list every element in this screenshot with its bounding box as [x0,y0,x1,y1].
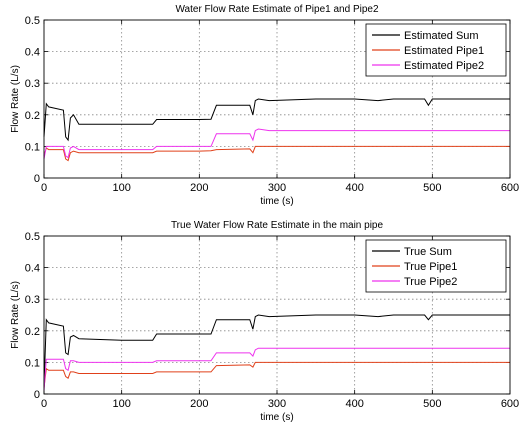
legend-label: True Sum [404,246,452,258]
series-line-3 [43,128,510,160]
legend-label: Estimated Sum [404,30,479,42]
axes-frame [43,235,511,395]
x-tick-label: 0 [41,182,47,194]
y-tick-label: 0.2 [25,110,40,122]
x-tick-label: 100 [112,182,130,194]
y-tick-label: 0.5 [25,231,40,243]
legend-label: Estimated Pipe1 [404,45,484,57]
y-tick-label: 0.1 [25,357,40,369]
x-tick-label: 500 [423,398,441,410]
x-axis-label: time (s) [260,196,293,207]
legend-label: True Pipe2 [404,276,457,288]
y-tick-label: 0.2 [25,326,40,338]
legend: Estimated Sum Estimated Pipe1 Estimated Pi… [365,23,507,77]
y-tick-label: 0 [34,173,40,185]
x-tick-label: 400 [345,182,363,194]
x-tick-label: 300 [268,398,286,410]
chart-title: True Water Flow Rate Estimate in the mai… [171,220,384,231]
x-axis-label: time (s) [260,412,293,423]
legend: True Sum True Pipe1 True Pipe2 [365,239,507,293]
y-tick-label: 0.1 [25,141,40,153]
series-line-2 [43,145,510,162]
x-tick-label: 100 [112,398,130,410]
legend-label: True Pipe1 [404,261,457,273]
y-tick-label: 0.3 [25,294,40,306]
series-line-1 [43,314,510,388]
y-tick-label: 0.4 [25,47,40,59]
x-tick-label: 600 [501,182,519,194]
x-tick-label: 500 [423,182,441,194]
chart-1: 0 100 200 300 400 500 600 0 0.1 0.2 0.3 0.4 0.5 Water… [10,4,519,207]
x-tick-label: 200 [190,182,208,194]
chart-2: 0 100 200 300 400 500 600 0 0.1 0.2 0.3 0.4 0.5 True … [10,220,519,423]
x-tick-label: 0 [41,398,47,410]
series-line-1 [43,98,510,142]
y-axis-label: Flow Rate (L/s) [10,281,21,349]
series-line-2 [43,361,510,388]
y-tick-label: 0.3 [25,78,40,90]
x-tick-label: 300 [268,182,286,194]
legend-label: Estimated Pipe2 [404,60,484,72]
series-line-3 [43,347,510,391]
axes-frame [43,19,511,179]
chart-title: Water Flow Rate Estimate of Pipe1 and Pi… [175,4,379,15]
x-tick-label: 600 [501,398,519,410]
x-tick-label: 200 [190,398,208,410]
y-tick-label: 0.5 [25,15,40,27]
y-tick-label: 0 [34,389,40,401]
x-tick-label: 400 [345,398,363,410]
y-tick-label: 0.4 [25,263,40,275]
y-axis-label: Flow Rate (L/s) [10,65,21,133]
